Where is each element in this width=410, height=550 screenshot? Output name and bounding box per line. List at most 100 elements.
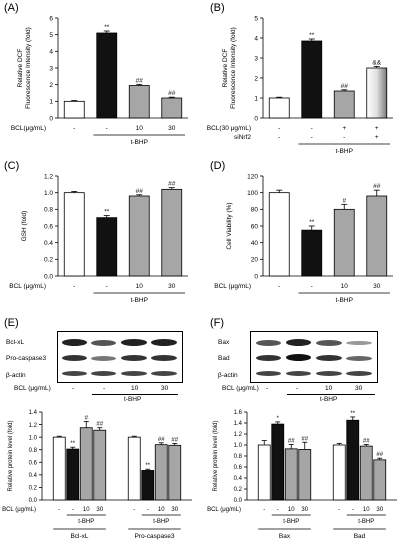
significance-marker: && (372, 59, 381, 66)
dose-value: - (278, 125, 280, 132)
bar (128, 195, 150, 277)
bar (93, 429, 107, 501)
significance-marker: ** (104, 209, 110, 216)
blot-f-group-line (287, 394, 375, 395)
dose-value: 30 (171, 507, 178, 513)
dose-value: 10 (158, 507, 165, 513)
dose-value: 30 (376, 507, 383, 513)
blot-e-label-actin: β-actin (6, 372, 26, 379)
dose-value: 10 (288, 507, 295, 513)
protein-group-label: Pro-caspase3 (134, 533, 174, 540)
y-tick-label: 0.6 (234, 465, 243, 471)
blot-band (286, 371, 311, 376)
y-tick-label: 120 (247, 173, 258, 180)
panel-label-b: (B) (210, 2, 225, 14)
bar (271, 423, 285, 501)
dose-row-label: BCL(30 μg/mL) (207, 125, 251, 132)
blot-band (62, 355, 87, 361)
chart-panel-d: 0 20 40 60 80 100 120 Cell Viability (%) ** # ## BC… (205, 158, 410, 316)
y-tick-label: 20 (251, 257, 259, 264)
blot-f-dose-1: - (266, 385, 269, 392)
dose-value: 10 (341, 283, 349, 290)
chart-panel-e: 0.0 0.2 0.4 0.6 0.8 1.0 1.2 1.4 Relative protein… (0, 400, 205, 550)
y-tick-label: 0.2 (29, 486, 38, 492)
bar (96, 217, 118, 277)
y-tick-label: 1 (254, 95, 258, 102)
y-tick-label: 1.4 (29, 410, 38, 416)
chart-f-svg: 0.0 0.2 0.4 0.6 0.8 1.0 1.2 1.4 1.6 Relative prot… (207, 410, 397, 540)
y-tick-label: 1.0 (44, 190, 53, 197)
sirna-value: - (278, 134, 280, 141)
bar (301, 40, 323, 119)
y-tick-label: 1 (49, 99, 53, 106)
y-axis-label: Cell Viability (%) (226, 202, 233, 249)
blot-e-bcl-label: BCL (μg/mL) (14, 385, 51, 392)
blot-e-label-bclxl: Bcl-xL (6, 339, 25, 346)
dose-value: - (133, 507, 135, 513)
blot-e-dose-3: 10 (131, 385, 139, 392)
y-tick-label: 4 (49, 49, 53, 56)
y-tick-label: 5 (254, 15, 258, 22)
y-axis-label: Relative protein level (fold) (8, 420, 14, 491)
dose-value: - (72, 507, 74, 513)
y-tick-label: 0.2 (44, 257, 53, 264)
blot-e-group-line (92, 394, 178, 395)
y-tick-label: 0.0 (234, 498, 243, 504)
blot-band (286, 354, 311, 361)
y-tick-label: 0.8 (234, 454, 243, 460)
sirna-row-label: siNrf2 (234, 134, 251, 141)
y-tick-label: 3 (49, 65, 53, 72)
chart-c-svg: 0.0 0.2 0.4 0.6 0.8 1.0 1.2 GSH (fold) ** ## ## BCL… (9, 173, 188, 304)
dose-row-label: BCL (μg/mL) (9, 283, 46, 290)
sirna-value: - (311, 134, 313, 141)
chart-panel-a: 0 1 2 3 4 5 6 Relative DCF Fluorescence Intensit… (0, 0, 205, 158)
blot-f-dose-3: 10 (325, 385, 333, 392)
y-tick-label: 40 (251, 240, 259, 247)
bar (127, 436, 141, 501)
y-tick-label: 1.2 (44, 173, 53, 180)
y-tick-label: 0.8 (29, 448, 38, 454)
y-tick-label: 0.6 (29, 460, 38, 466)
y-tick-label: 1.2 (234, 432, 243, 438)
bar (333, 208, 355, 277)
y-tick-label: 0.0 (29, 498, 38, 504)
blot-e-dose-2: - (103, 385, 106, 392)
blot-band (121, 339, 147, 346)
blot-e-group-label: t-BHP (124, 396, 142, 403)
bar (63, 192, 85, 277)
bar (154, 444, 168, 501)
bar (268, 192, 290, 277)
y-tick-label: 2 (254, 75, 258, 82)
dose-value: 30 (168, 125, 176, 132)
protein-group-label: Bcl-xL (70, 533, 88, 540)
blot-f-dose-2: - (296, 385, 299, 392)
significance-marker: ## (363, 438, 370, 444)
blot-band (256, 340, 281, 346)
dose-value: + (375, 125, 379, 132)
y-tick-label: 4 (254, 35, 258, 42)
blot-band (346, 341, 372, 345)
blot-band (256, 355, 281, 361)
significance-marker: ## (373, 183, 381, 190)
y-tick-label: 1.4 (234, 421, 243, 427)
group-label: t-BHP (131, 139, 148, 146)
panel-label-d: (D) (210, 160, 226, 172)
dose-value: 10 (136, 125, 144, 132)
dose-value: 30 (301, 507, 308, 513)
dose-value: 30 (373, 283, 381, 290)
blot-e-dose-1: - (72, 385, 75, 392)
y-tick-label: 1.0 (234, 443, 243, 449)
dose-value: - (277, 507, 279, 513)
y-tick-label: 0.2 (234, 487, 243, 493)
bar (359, 445, 373, 501)
significance-marker: ** (309, 32, 315, 39)
y-tick-label: 0 (254, 115, 258, 122)
y-tick-label: 1.2 (29, 423, 38, 429)
blot-band (151, 355, 177, 361)
blot-band (316, 340, 342, 346)
y-axis-label: Relative DCF (17, 49, 24, 88)
dose-row-label: BCL(μg/mL) (11, 125, 46, 132)
bar (141, 470, 155, 501)
blot-band (121, 371, 147, 376)
